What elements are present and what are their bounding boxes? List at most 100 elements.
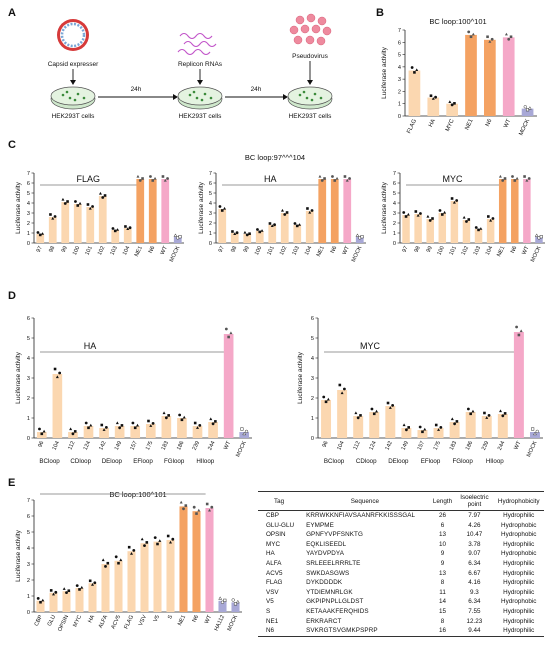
x-tick-label: 101 (266, 245, 275, 256)
replicate-point (233, 602, 238, 606)
replicate-point (452, 200, 456, 204)
replicate-point (527, 177, 531, 180)
x-tick-label: NE1 (316, 245, 326, 257)
replicate-point (450, 417, 454, 421)
replicate-point (184, 504, 188, 507)
table-cell: 12.23 (466, 617, 483, 625)
replicate-point (440, 213, 444, 216)
table-row: ACV5 SWKDASGWS 13 6.67 Hydrophilic (258, 569, 544, 579)
y-tick-label: 1 (398, 102, 401, 108)
x-tick-label: NE1 (496, 245, 506, 257)
replicate-point (36, 597, 40, 600)
replicate-point (404, 215, 408, 218)
y-tick-label: 0 (209, 241, 212, 247)
x-tick-label: 142 (98, 440, 107, 451)
bar-mock (231, 602, 240, 612)
replicate-point (140, 537, 144, 541)
column-header: Hydrophobicity (493, 491, 544, 511)
bar-n6 (484, 39, 496, 117)
capsid-icon (57, 19, 89, 51)
x-tick-label: 103 (109, 245, 118, 256)
replicate-point (126, 227, 130, 230)
replicate-point (488, 40, 492, 43)
table-row: OPSIN GPNFYVPFSNKTG 13 10.47 Hydrophobic (258, 530, 544, 540)
x-tick-label: 186 (176, 440, 185, 451)
y-tick-label: 0 (311, 436, 314, 442)
replicate-point (224, 327, 228, 331)
y-tick-label: 6 (311, 316, 314, 322)
panel-letter-c: C (8, 139, 16, 151)
replicate-point (40, 432, 44, 436)
replicate-point (65, 591, 68, 595)
tag-properties-table: Tag Sequence Length Isoelectric point Hy… (258, 491, 544, 637)
x-tick-label: 97 (218, 245, 226, 253)
x-tick-label: 104 (485, 245, 494, 256)
replicate-point (119, 558, 123, 562)
replicate-point (149, 424, 153, 427)
bar-183 (449, 422, 460, 438)
y-tick-label: 7 (27, 171, 30, 177)
y-tick-label: 1 (393, 231, 396, 237)
x-tick-label: 97 (402, 245, 410, 253)
table-cell: Hydrophilic (503, 512, 535, 519)
panel-letter-d: D (8, 290, 16, 302)
replicate-point (426, 214, 430, 218)
table-row: ALFA SRLEEELRRRLTE 9 6.34 Hydrophilic (258, 559, 544, 569)
replicate-point (402, 211, 406, 214)
y-tick-label: 2 (311, 396, 314, 402)
bar-142 (385, 406, 396, 438)
bar-239 (481, 416, 492, 438)
bar-myc (446, 103, 458, 116)
x-tick-label: N6 (510, 245, 518, 254)
table-cell: ALFA (266, 559, 282, 567)
replicate-point (453, 102, 456, 105)
replicate-point (169, 540, 172, 544)
replicate-point (220, 209, 224, 212)
column-header: Isoelectric point (455, 491, 494, 511)
table-cell: 6.67 (468, 569, 481, 577)
table-row: HA YAYDVPDYA 9 9.07 Hydrophobic (258, 549, 544, 559)
bar-98 (230, 233, 239, 243)
y-tick-label: 6 (209, 181, 212, 187)
x-tick-label: HA (87, 614, 96, 624)
replicate-point (437, 428, 441, 431)
bar-wt (205, 508, 214, 612)
replicate-point (120, 424, 124, 427)
x-tick-label: 96 (37, 440, 45, 448)
table-cell: GLU-GLU (266, 521, 294, 529)
loop-label: DEloop (388, 458, 409, 465)
replicate-point (89, 423, 93, 427)
replicate-point (240, 427, 244, 431)
replicate-point (131, 421, 135, 425)
replicate-point (118, 426, 122, 430)
y-tick-label: 0 (27, 610, 30, 616)
chart-e: 0 1 2 3 4 5 6 7 Luciferase activity BC loop:100^1… (15, 490, 242, 633)
table-cell: Hydrophobic (501, 550, 537, 558)
x-tick-label: HA (428, 118, 437, 128)
replicate-point (245, 233, 249, 237)
table-body: CBP KRRWKKNFIAVSAANRFKKISSSGAL 26 7.97 Hydro… (258, 511, 544, 637)
chart-title: BC loop:100^101 (429, 17, 486, 26)
y-tick-label: 3 (27, 376, 30, 382)
replicate-point (326, 397, 330, 401)
replicate-point (106, 561, 110, 565)
replicate-point (205, 502, 209, 506)
x-tick-label: MOCK (169, 245, 182, 263)
bar-wt (513, 332, 524, 438)
table-cell: Hydrophilic (503, 559, 535, 567)
replicate-point (372, 412, 376, 416)
replicate-point (348, 177, 351, 180)
x-tick-label: 175 (145, 440, 154, 451)
replicate-point (491, 217, 495, 220)
bar-n6 (148, 179, 157, 243)
replicate-point (182, 507, 185, 511)
x-tick-label: 102 (279, 245, 288, 256)
x-tick-label: HA112 (214, 614, 226, 632)
x-tick-label: OPSIN (57, 614, 70, 632)
table-cell: Hydrophobic (501, 521, 537, 529)
x-tick-label: 99 (61, 245, 69, 253)
replicate-point (173, 233, 178, 237)
y-tick-label: 1 (209, 231, 212, 237)
table-row: N6 SVKRGTSVGMKPSPRP 16 9.44 Hydrophilic (258, 626, 544, 637)
bar-wt (343, 179, 352, 243)
